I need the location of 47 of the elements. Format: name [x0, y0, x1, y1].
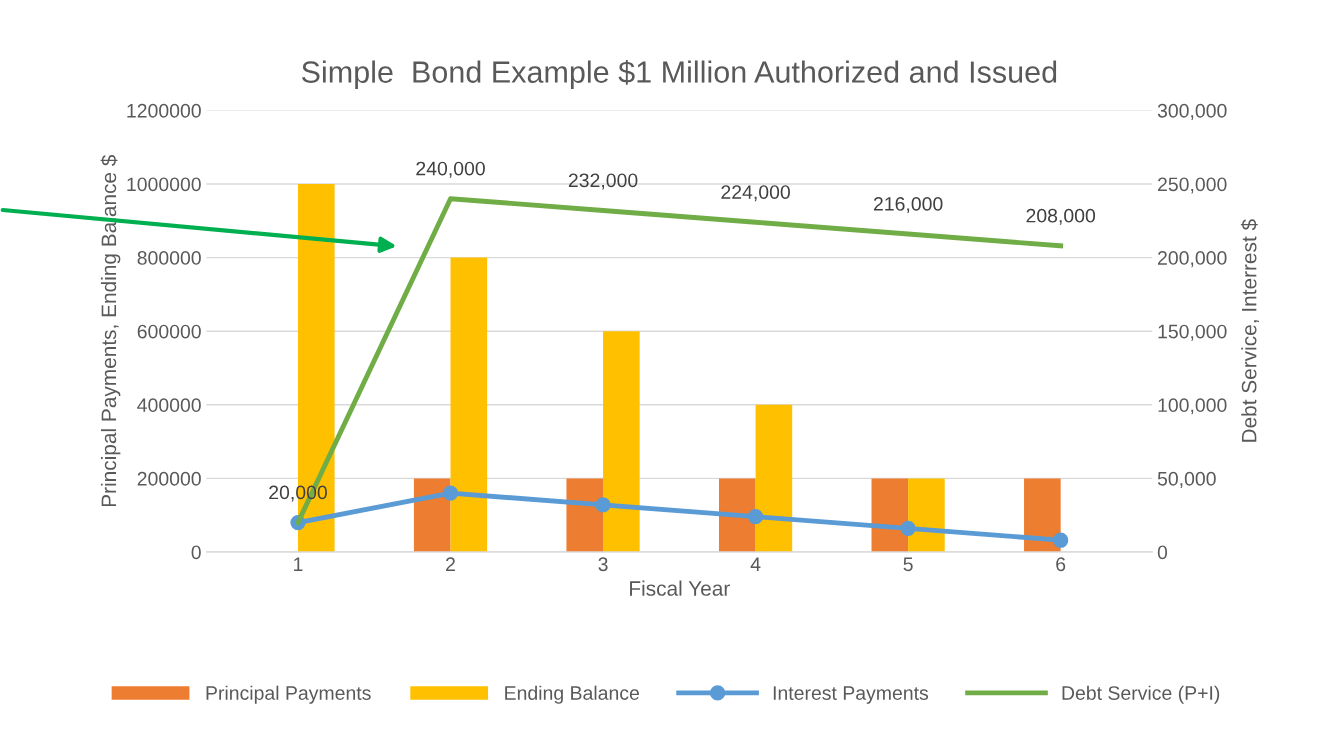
data-label: 224,000 [721, 185, 790, 202]
y2-axis-title: Debt Service, Interrest $ [1240, 219, 1259, 442]
data-label: 208,000 [1026, 208, 1096, 225]
y-axis-title: Principal Payments, Ending Balance $ [100, 154, 121, 507]
y2-tick-label: 200,000 [1158, 251, 1227, 268]
point [747, 509, 764, 525]
x-tick-label: 5 [903, 557, 913, 572]
y2-tick-label: 250,000 [1158, 177, 1227, 194]
legend-label: Debt Service (P+I) [1062, 685, 1220, 704]
data-label: 232,000 [568, 173, 638, 190]
legend-label: Ending Balance [505, 685, 639, 704]
y2-tick-label: 300,000 [1157, 103, 1227, 120]
legend-label: Principal Payments [206, 685, 371, 704]
y2-tick-label: 0 [1157, 545, 1168, 560]
bar [755, 404, 793, 552]
bar [603, 331, 640, 552]
y2-tick-label: 50,000 [1157, 471, 1216, 488]
chart-title: Simple Bond Example $1 Million Authorized and Issued [301, 60, 1057, 89]
data-label: 240,000 [416, 161, 485, 178]
bar [908, 478, 945, 552]
x-tick-label: 4 [750, 557, 761, 571]
data-label: 20,000 [269, 485, 327, 502]
x-tick-label: 6 [1056, 557, 1066, 572]
point [595, 497, 611, 513]
data-label: 216,000 [873, 196, 943, 214]
bar [718, 478, 756, 552]
point [442, 485, 459, 501]
point [1053, 532, 1069, 548]
y2-tick-label: 150,000 [1158, 324, 1227, 341]
x-tick-label: 1 [294, 557, 303, 571]
y-tick-label: 200000 [137, 471, 201, 486]
y-tick-label: 800000 [137, 251, 201, 265]
bar [566, 478, 604, 552]
y2-tick-label: 100,000 [1158, 398, 1227, 415]
x-tick-label: 3 [598, 557, 608, 572]
bar [450, 257, 488, 552]
point [900, 520, 916, 537]
x-tick-label: 2 [446, 557, 455, 571]
y-tick-label: 1000000 [127, 177, 201, 192]
y-tick-label: 1200000 [127, 103, 201, 118]
y-tick-label: 600000 [137, 324, 201, 339]
x-axis-title: Fiscal Year [630, 580, 730, 596]
bar [1024, 478, 1061, 552]
y-tick-label: 400000 [137, 398, 201, 413]
y-tick-label: 0 [191, 545, 201, 560]
legend-label: Interest Payments [773, 686, 929, 704]
bar [413, 478, 451, 552]
